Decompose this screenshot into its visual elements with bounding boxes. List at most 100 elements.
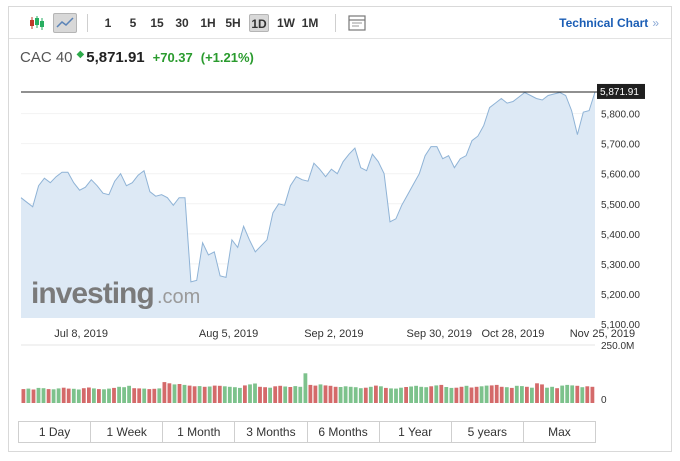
volume-bar: [525, 386, 529, 403]
volume-bar: [374, 385, 378, 403]
interval-30-button[interactable]: 30: [175, 16, 189, 30]
volume-bar: [459, 386, 464, 403]
volume-bar: [419, 386, 424, 403]
volume-bar: [429, 386, 434, 403]
last-price-label-box: [597, 83, 645, 99]
range-5-years-button[interactable]: 5 years: [452, 422, 524, 442]
y-tick-label: 5,700.00: [601, 140, 640, 151]
volume-bar: [21, 389, 26, 403]
volume-bar: [102, 389, 106, 403]
quote-header: CAC 40 ◆ 5,871.91 +70.37 (+1.21%): [20, 49, 254, 69]
y-tick-label: 5,800.00: [601, 110, 640, 121]
volume-bar: [444, 387, 449, 403]
volume-bar: [202, 386, 207, 403]
volume-bar: [353, 387, 358, 403]
volume-bar: [555, 388, 559, 403]
volume-bar: [81, 388, 86, 403]
x-tick-label: Aug 5, 2019: [199, 328, 258, 340]
volume-axis-zero: 0: [601, 395, 607, 406]
volume-bar: [494, 384, 499, 403]
range-3-months-button[interactable]: 3 Months: [235, 422, 308, 442]
volume-bar: [167, 383, 172, 403]
last-price: 5,871.91: [86, 49, 145, 66]
volume-bar: [293, 386, 298, 403]
y-tick-label: 5,600.00: [601, 170, 640, 181]
volume-bar: [36, 387, 41, 403]
volume-bar: [520, 386, 524, 403]
volume-bar: [222, 386, 227, 403]
volume-bar: [585, 386, 590, 403]
range-1-day-button[interactable]: 1 Day: [19, 422, 92, 442]
interval-5h-button[interactable]: 5H: [225, 16, 241, 30]
volume-bar: [590, 386, 595, 403]
range-6-months-button[interactable]: 6 Months: [308, 422, 380, 442]
volume-bar: [570, 385, 575, 403]
volume-bar: [308, 384, 313, 403]
volume-bar: [348, 386, 353, 403]
technical-chart-label: Technical Chart: [559, 16, 649, 30]
volume-bar: [283, 386, 288, 403]
volume-bar: [157, 388, 162, 403]
volume-bar: [137, 388, 142, 403]
volume-bar: [243, 385, 247, 403]
volume-bar: [87, 387, 91, 403]
investing-watermark: investing: [31, 277, 154, 310]
volume-bar: [575, 385, 580, 403]
volume-bar: [233, 387, 237, 403]
volume-bar: [424, 387, 429, 403]
range-1-month-button[interactable]: 1 Month: [163, 422, 236, 442]
indicators-icon[interactable]: [345, 13, 369, 33]
range-1-year-button[interactable]: 1 Year: [380, 422, 452, 442]
chart-widget: 1 5 15 30 1H 5H 1D 1W 1M Technical Chart» CAC 40…: [8, 6, 672, 452]
interval-1h-button[interactable]: 1H: [200, 16, 216, 30]
volume-bar: [323, 385, 328, 403]
y-tick-label: 5,100.00: [601, 320, 640, 331]
y-tick-label: 5,300.00: [601, 260, 640, 271]
price-line: [20, 91, 596, 283]
instrument-name: CAC 40: [20, 49, 73, 66]
volume-bar: [76, 389, 81, 403]
volume-bar: [389, 388, 393, 403]
volume-bar: [26, 388, 31, 403]
volume-bar: [565, 384, 570, 403]
volume-bar: [439, 384, 444, 403]
volume-axis-max: 250.0M: [601, 341, 634, 352]
toolbar-divider: [87, 14, 88, 32]
range-1-week-button[interactable]: 1 Week: [91, 422, 164, 442]
volume-bar: [238, 387, 242, 403]
interval-15-button[interactable]: 15: [150, 16, 164, 30]
volume-bar: [51, 389, 56, 403]
volume-bar: [489, 385, 494, 403]
volume-bar: [504, 387, 509, 403]
last-price-label: 5,871.91: [600, 87, 639, 98]
double-chevron-right-icon: »: [652, 16, 659, 30]
volume-bar: [66, 388, 71, 403]
volume-bar: [258, 386, 262, 403]
price-change: +70.37: [152, 50, 193, 65]
investing-watermark-suffix: .com: [157, 286, 200, 308]
volume-bar: [197, 386, 202, 403]
volume-bar: [227, 386, 232, 403]
price-chart[interactable]: 5,871.91 5,800.00 5,700.00 5,600.00 5,500.00…: [9, 75, 671, 415]
volume-bar: [263, 387, 267, 403]
area-chart-icon[interactable]: [53, 13, 77, 33]
volume-bar: [509, 387, 514, 403]
price-change-percent: (+1.21%): [200, 50, 254, 65]
range-max-button[interactable]: Max: [548, 425, 571, 439]
interval-1d-button[interactable]: 1D: [249, 14, 269, 32]
volume-bar: [177, 384, 182, 403]
volume-bar: [152, 388, 157, 403]
volume-bar: [212, 385, 217, 403]
interval-1-button[interactable]: 1: [104, 16, 112, 30]
volume-bar: [253, 383, 257, 403]
volume-bar: [464, 385, 469, 403]
interval-5-button[interactable]: 5: [129, 16, 137, 30]
technical-chart-link[interactable]: Technical Chart»: [559, 16, 659, 30]
interval-1w-button[interactable]: 1W: [277, 16, 295, 30]
candlestick-icon[interactable]: [25, 13, 49, 33]
volume-bar: [142, 388, 147, 403]
volume-bar: [92, 388, 96, 403]
volume-bar: [273, 386, 278, 403]
volume-bar: [560, 385, 565, 403]
interval-1m-button[interactable]: 1M: [301, 16, 319, 30]
